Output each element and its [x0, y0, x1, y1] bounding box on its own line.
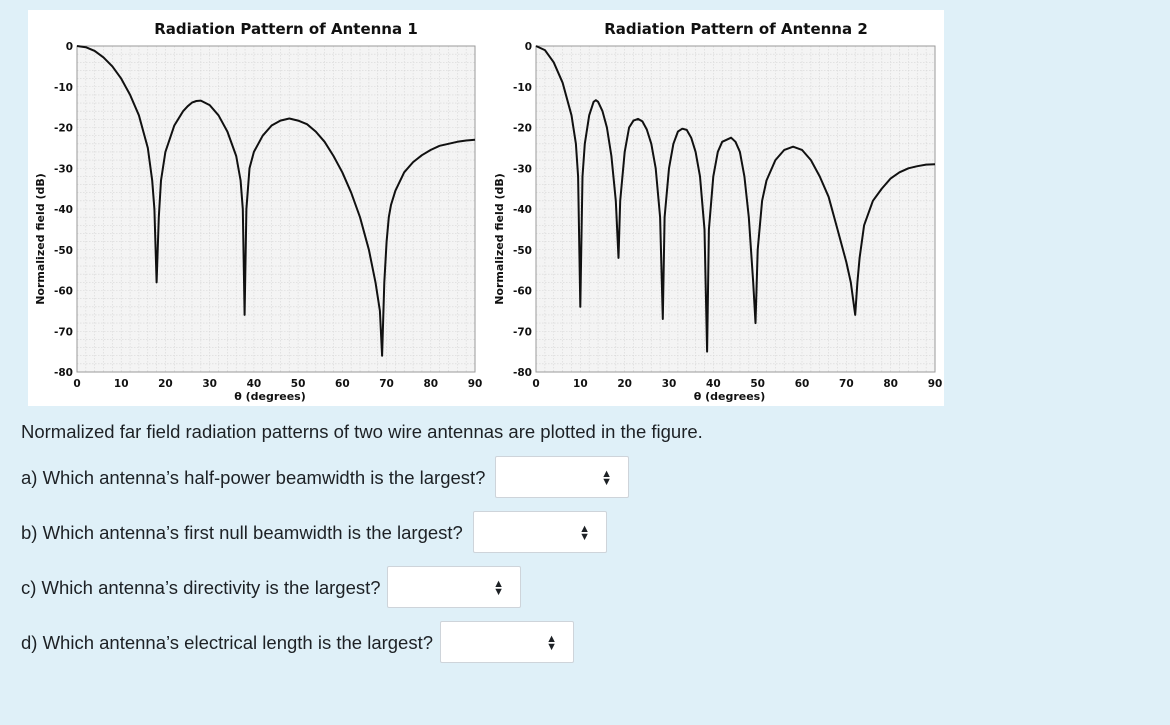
y-tick-label: -70	[54, 326, 73, 338]
x-tick-label: 60	[335, 378, 350, 390]
x-tick-label: 0	[532, 378, 539, 390]
y-tick-label: -30	[54, 163, 73, 175]
y-tick-label: -60	[54, 286, 73, 298]
y-tick-label: -30	[513, 163, 532, 175]
y-tick-label: -20	[513, 123, 532, 135]
x-tick-label: 40	[247, 378, 262, 390]
plot-frame	[535, 45, 936, 373]
y-axis-label: Normalized field (dB)	[34, 173, 47, 305]
radiation-pattern-figure: Radiation Pattern of Antenna 1 0 10 20 30 40 5…	[28, 10, 944, 406]
y-tick-label: -80	[54, 367, 73, 379]
x-tick-label: 90	[928, 378, 943, 390]
x-tick-label: 80	[423, 378, 438, 390]
y-tick-label: -50	[54, 245, 73, 257]
x-tick-label: 50	[750, 378, 765, 390]
y-tick-label: -40	[54, 204, 73, 216]
select-arrows-icon: ▲ ▼	[546, 633, 557, 653]
answer-a-select[interactable]: ▲ ▼	[495, 456, 629, 498]
chart-2: Radiation Pattern of Antenna 2 0 10 20 30 40 5…	[493, 20, 942, 403]
x-tick-label: 60	[795, 378, 810, 390]
chart-title: Radiation Pattern of Antenna 2	[604, 20, 868, 38]
y-tick-label: -70	[513, 326, 532, 338]
x-tick-label: 90	[468, 378, 483, 390]
question-intro: Normalized far field radiation patterns …	[21, 421, 703, 442]
y-tick-label: -10	[513, 82, 532, 94]
x-tick-label: 70	[839, 378, 854, 390]
x-tick-label: 10	[114, 378, 129, 390]
select-arrows-icon: ▲ ▼	[601, 468, 612, 488]
x-tick-label: 30	[662, 378, 677, 390]
x-axis-label: θ (degrees)	[234, 390, 306, 403]
y-tick-label: 0	[66, 41, 73, 53]
answer-c-select[interactable]: ▲ ▼	[387, 566, 521, 608]
y-tick-label: -40	[513, 204, 532, 216]
x-tick-label: 30	[202, 378, 217, 390]
x-tick-label: 70	[379, 378, 394, 390]
x-axis-label: θ (degrees)	[694, 390, 766, 403]
question-a-label: a) Which antenna’s half-power beamwidth …	[21, 467, 486, 488]
y-tick-label: -10	[54, 82, 73, 94]
question-b-label: b) Which antenna’s first null beamwidth …	[21, 522, 463, 543]
question-c-label: c) Which antenna’s directivity is the la…	[21, 577, 381, 598]
x-tick-label: 20	[617, 378, 632, 390]
y-tick-label: -50	[513, 245, 532, 257]
y-tick-label: -80	[513, 367, 532, 379]
select-arrows-icon: ▲ ▼	[579, 523, 590, 543]
question-d-label: d) Which antenna’s electrical length is …	[21, 632, 434, 653]
y-tick-label: -60	[513, 286, 532, 298]
x-tick-label: 50	[291, 378, 306, 390]
pattern-line	[76, 45, 476, 357]
x-tick-label: 20	[158, 378, 173, 390]
x-tick-label: 10	[573, 378, 588, 390]
y-tick-label: 0	[525, 41, 532, 53]
chart-1: Radiation Pattern of Antenna 1 0 10 20 30 40 5…	[34, 20, 482, 403]
figure-svg: Radiation Pattern of Antenna 1 0 10 20 30 40 5…	[34, 20, 942, 403]
y-tick-label: -20	[54, 123, 73, 135]
y-axis-label: Normalized field (dB)	[493, 173, 506, 305]
x-tick-label: 40	[706, 378, 721, 390]
plot-frame	[76, 45, 476, 373]
select-arrows-icon: ▲ ▼	[493, 578, 504, 598]
x-tick-label: 0	[73, 378, 80, 390]
x-tick-label: 80	[883, 378, 898, 390]
answer-d-select[interactable]: ▲ ▼	[440, 621, 574, 663]
pattern-line	[535, 45, 936, 353]
answer-b-select[interactable]: ▲ ▼	[473, 511, 607, 553]
grid	[535, 45, 936, 373]
chart-title: Radiation Pattern of Antenna 1	[154, 20, 418, 38]
